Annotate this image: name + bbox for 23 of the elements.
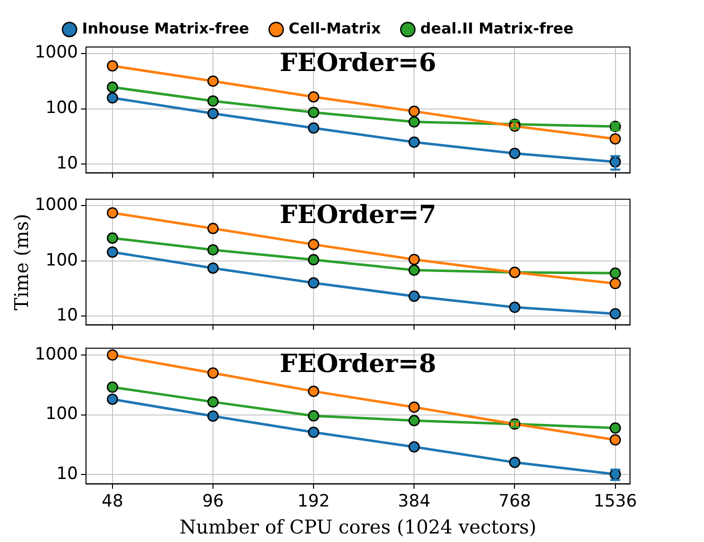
x-axis-title: Number of CPU cores (1024 vectors) bbox=[180, 516, 536, 539]
x-tick-label: 96 bbox=[202, 491, 224, 512]
legend-label: deal.II Matrix-free bbox=[420, 19, 574, 38]
y-tick-label: 100 bbox=[46, 404, 78, 424]
x-tick-label: 768 bbox=[498, 491, 531, 512]
y-tick-label: 10 bbox=[56, 154, 78, 174]
y-tick-label: 1000 bbox=[34, 42, 78, 63]
y-tick-label: 100 bbox=[46, 98, 78, 118]
legend-label: Cell-Matrix bbox=[288, 19, 382, 38]
y-tick-label: 10 bbox=[56, 464, 78, 484]
chart-title: FEOrder=6 bbox=[280, 48, 436, 77]
y-tick-label: 1000 bbox=[34, 344, 78, 364]
y-tick-label: 1000 bbox=[34, 194, 78, 215]
y-axis-title: Time (ms) bbox=[11, 214, 33, 310]
legend-label: Inhouse Matrix-free bbox=[82, 19, 250, 38]
x-tick-label: 1536 bbox=[594, 491, 637, 512]
chart-title: FEOrder=8 bbox=[280, 349, 436, 378]
chart-title: FEOrder=7 bbox=[280, 200, 436, 230]
x-tick-label: 384 bbox=[398, 491, 430, 512]
y-tick-label: 100 bbox=[46, 250, 78, 270]
y-tick-label: 10 bbox=[56, 306, 78, 326]
x-tick-label: 48 bbox=[102, 491, 124, 512]
x-tick-label: 192 bbox=[297, 491, 330, 512]
